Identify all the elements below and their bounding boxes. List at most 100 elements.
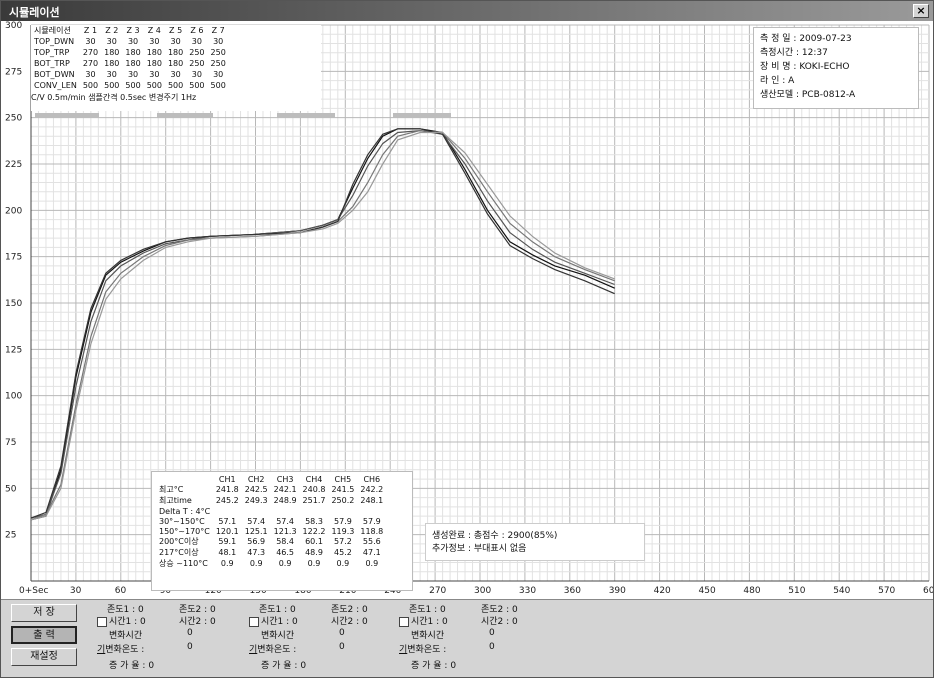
result-cell: 0.9	[336, 559, 350, 568]
result-cell: 57.1	[218, 516, 237, 526]
series-line-5	[30, 131, 615, 521]
y-tick-label: 25	[5, 531, 16, 541]
settings-header-cell: Z 2	[105, 26, 119, 35]
change-temp-value: 0	[339, 642, 345, 652]
x-tick-label: 210	[339, 586, 356, 596]
change-time-label: 변화시간	[261, 631, 295, 641]
change-temp-row: 기변화온도 :	[399, 642, 446, 655]
settings-row: CONV_LEN 500 500 500 500 500 500 500	[31, 80, 229, 91]
x-tick-label: 510	[788, 586, 805, 596]
enable-checkbox[interactable]	[399, 616, 409, 627]
settings-cell: BOT_TRP	[34, 59, 70, 68]
result-cell: 122.2	[302, 526, 326, 536]
settings-header-row: 시뮬레이션 Z 1 Z 2 Z 3 Z 4 Z 5 Z 6 Z 7	[31, 25, 229, 36]
settings-cell: TOP_DWN	[34, 37, 75, 46]
increase-rate: 증 가 율 : 0	[411, 661, 457, 671]
settings-cell: 180	[125, 48, 141, 57]
mode-label: 기	[249, 645, 258, 655]
result-cell: 30°~150°C	[159, 516, 205, 526]
settings-cell: 250	[189, 59, 205, 68]
result-cell: 0.9	[249, 559, 263, 568]
y-tick-label: 75	[5, 438, 16, 448]
settings-cell: 500	[210, 81, 226, 90]
mode-label: 기	[399, 645, 408, 655]
settings-cell: 30	[213, 37, 224, 46]
result-cell: 58.4	[276, 537, 294, 546]
settings-cell: 30	[191, 37, 202, 46]
result-header-cell: CH2	[247, 474, 265, 484]
settings-cell: 250	[210, 59, 226, 68]
save-button[interactable]: 저 장	[11, 604, 77, 622]
result-cell: 242.2	[360, 485, 384, 494]
window-title: 시뮬레이션	[9, 6, 60, 19]
x-tick-label: 360	[564, 586, 581, 596]
x-tick-label: 570	[878, 586, 895, 596]
time1-value: 시간1 : 0	[261, 617, 298, 627]
result-row: 상승 ~110°C 0.9 0.9 0.9 0.9 0.9 0.9	[156, 558, 386, 569]
time2-value: 시간2 : 0	[179, 617, 216, 627]
change-time-value: 0	[489, 628, 495, 638]
zone-settings-table: 시뮬레이션 Z 1 Z 2 Z 3 Z 4 Z 5 Z 6 Z 7 TOP_DW…	[31, 25, 321, 111]
reset-button[interactable]: 재설정	[11, 648, 77, 666]
enable-checkbox[interactable]	[249, 616, 259, 627]
settings-cell: 180	[167, 48, 184, 57]
title-bar[interactable]: 시뮬레이션 ×	[1, 1, 933, 21]
x-tick-label: 0+Sec	[19, 586, 49, 596]
y-tick-label: 275	[5, 67, 22, 77]
result-cell: 119.3	[331, 526, 355, 536]
settings-header-cell: Z 6	[190, 26, 204, 35]
settings-header-cell: 시뮬레이션	[34, 26, 71, 35]
result-header-cell: CH4	[305, 474, 323, 484]
control-panel: 저 장 출 력 재설정 존도1 : 0 존도2 : 0 시간1 : 0 시간2 …	[1, 599, 933, 677]
settings-cell: 270	[82, 48, 99, 57]
enable-checkbox[interactable]	[97, 616, 107, 627]
x-tick-label: 60	[115, 586, 127, 596]
close-button[interactable]: ×	[913, 4, 929, 18]
x-tick-label: 480	[743, 586, 760, 596]
print-button[interactable]: 출 력	[11, 626, 77, 644]
increase-rate: 증 가 율 : 0	[261, 661, 307, 671]
x-tick-label: 180	[294, 586, 311, 596]
settings-cell: 180	[125, 59, 141, 68]
settings-cell: 30	[149, 70, 160, 79]
zone-marker	[277, 113, 335, 118]
result-cell: 242.5	[244, 485, 268, 494]
result-header-row: CH1 CH2 CH3 CH4 CH5 CH6	[156, 474, 386, 484]
settings-cell: 500	[125, 81, 141, 90]
info-date: 측 정 일 : 2009-07-23	[760, 34, 852, 44]
summary-line-2: 추가정보 : 부대표시 없음	[432, 544, 527, 554]
result-cell: 251.7	[302, 496, 326, 505]
settings-cell: 180	[104, 59, 120, 68]
settings-cell: 30	[127, 70, 139, 79]
y-tick-label: 125	[5, 345, 22, 355]
result-cell: 0.9	[365, 559, 379, 568]
settings-cell: 500	[104, 81, 120, 90]
result-cell: 200°C이상	[159, 537, 199, 546]
result-cell: 0.9	[278, 559, 292, 568]
result-cell: 57.4	[247, 516, 266, 526]
settings-row: BOT_TRP 270 180 180 180 180 250 250	[31, 58, 229, 69]
series-line-4	[30, 128, 615, 519]
result-cell: 248.9	[273, 496, 297, 505]
x-tick-label: 150	[250, 586, 267, 596]
result-cell: 상승 ~110°C	[159, 559, 208, 568]
result-cell: 46.5	[276, 548, 294, 557]
x-tick-label: 60	[923, 586, 933, 596]
time-row: 시간1 : 0	[399, 614, 448, 627]
result-row: 최고time 245.2 249.3 248.9 251.7 250.2 248…	[156, 495, 386, 506]
result-cell: 125.1	[244, 526, 268, 536]
settings-header-cell: Z 5	[169, 26, 183, 35]
summary-box: 생성완료 : 총점수 : 2900(85%) 추가정보 : 부대표시 없음	[425, 523, 645, 561]
result-cell: 최고time	[159, 496, 192, 505]
settings-header-cell: Z 7	[211, 26, 225, 35]
result-row: 217°C이상 48.1 47.3 46.5 48.9 45.2 47.1	[156, 547, 386, 558]
result-row: Delta T : 4°C	[156, 506, 386, 516]
result-cell: 249.3	[244, 496, 268, 505]
zone-marker	[393, 113, 451, 118]
channel-result-table: CH1 CH2 CH3 CH4 CH5 CH6 최고°C 241.8 242.5…	[151, 471, 413, 591]
time1-value: 시간1 : 0	[411, 617, 448, 627]
y-tick-label: 250	[5, 114, 22, 124]
result-row: 150°~170°C 120.1 125.1 121.3 122.2 119.3…	[156, 526, 386, 536]
result-cell: 48.1	[218, 548, 237, 557]
adjust-panel-3: 존도1 : 0 존도2 : 0 시간1 : 0 시간2 : 0 변화시간 0 기…	[399, 602, 549, 674]
